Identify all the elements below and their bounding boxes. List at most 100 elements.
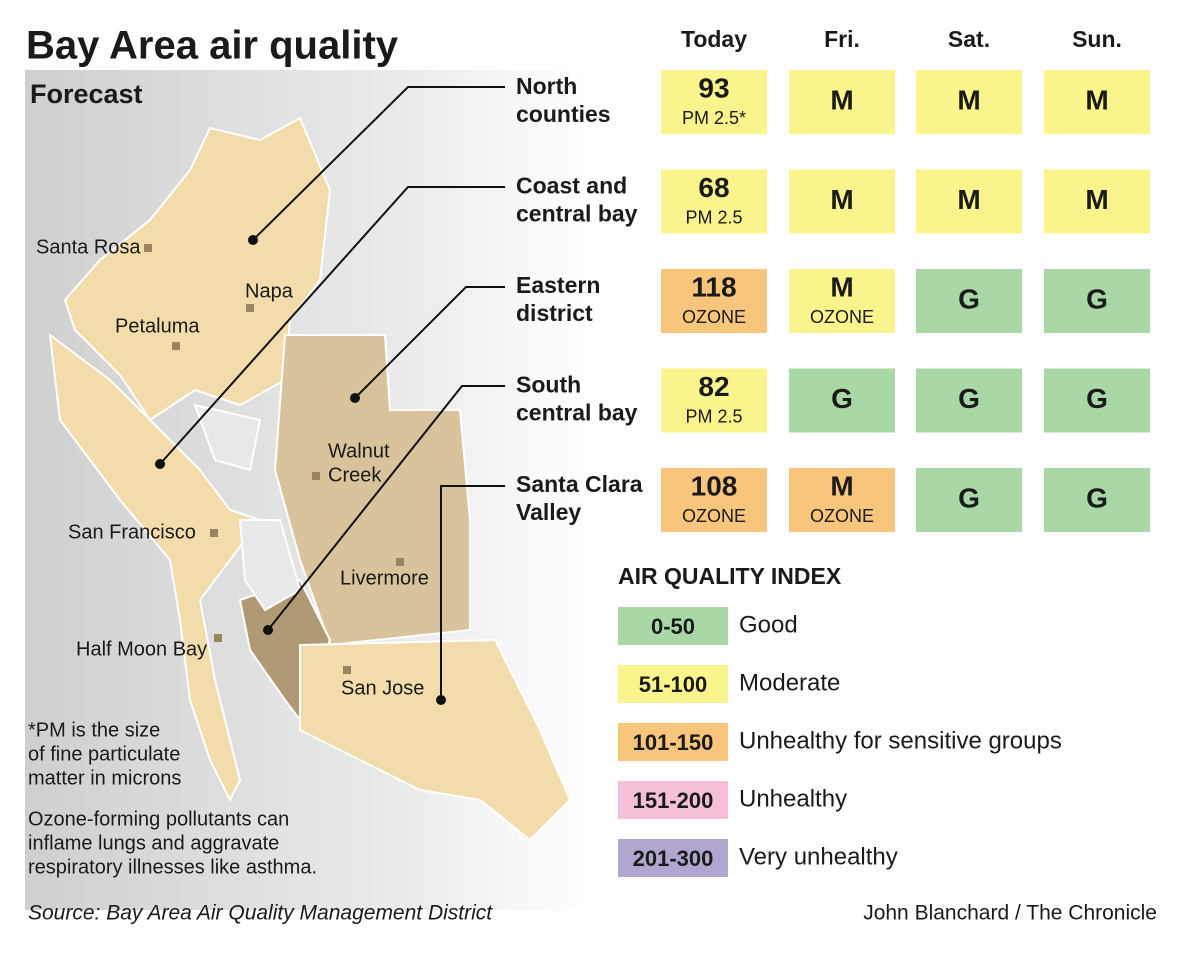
forecast-cell <box>1044 269 1150 333</box>
forecast-cell <box>661 269 767 333</box>
forecast-cell <box>661 169 767 234</box>
city-label: Creek <box>328 464 382 486</box>
cell-value: 68 <box>698 172 729 203</box>
footnote: inflame lungs and aggravate <box>28 832 279 854</box>
cell-note: OZONE <box>810 506 874 526</box>
forecast-cell <box>661 368 767 433</box>
legend-swatch <box>618 607 728 645</box>
city-label: San Francisco <box>68 521 196 543</box>
cell-value: 93 <box>698 72 729 103</box>
cell-value: G <box>1086 482 1108 513</box>
cell-value: 82 <box>698 371 729 402</box>
cell-note: OZONE <box>810 307 874 327</box>
leader-line <box>267 385 505 631</box>
legend-label: Moderate <box>739 669 840 696</box>
north-counties <box>63 116 332 422</box>
leader-line <box>354 286 505 399</box>
region-name: Santa Clara <box>516 471 643 497</box>
credit: John Blanchard / The Chronicle <box>863 902 1157 925</box>
bay-water <box>238 519 302 612</box>
city-label: Napa <box>245 280 294 302</box>
forecast-cell <box>916 169 1022 234</box>
legend-range: 101-150 <box>633 730 714 755</box>
region-name: central bay <box>516 400 638 426</box>
city-marker <box>172 342 180 350</box>
city-marker <box>210 529 218 537</box>
city-marker <box>396 558 404 566</box>
legend-title: AIR QUALITY INDEX <box>618 563 842 589</box>
forecast-cell <box>916 468 1022 532</box>
cell-value: M <box>1085 84 1108 115</box>
legend-label: Good <box>739 611 798 638</box>
forecast-cell <box>789 468 895 532</box>
footnote: Ozone-forming pollutants can <box>28 808 289 830</box>
legend-swatch <box>618 665 728 703</box>
region-name: central bay <box>516 201 638 227</box>
cell-value: M <box>830 184 853 215</box>
forecast-cell <box>789 169 895 234</box>
forecast-cell <box>789 368 895 433</box>
cell-value: 108 <box>691 470 738 501</box>
footnote: matter in microns <box>28 767 181 789</box>
forecast-cell <box>1044 70 1150 134</box>
region-dot <box>155 459 165 469</box>
region-dot <box>263 625 273 635</box>
city-label: Petaluma <box>115 315 200 337</box>
cell-value: G <box>958 383 980 414</box>
forecast-cell <box>661 70 767 134</box>
cell-value: 118 <box>691 271 736 302</box>
legend-label: Very unhealthy <box>739 843 898 870</box>
cell-value: M <box>957 84 980 115</box>
legend-label: Unhealthy <box>739 785 847 812</box>
cell-value: G <box>831 383 853 414</box>
cell-value: M <box>830 271 853 302</box>
eastern-district <box>273 334 471 647</box>
region-name: South <box>516 372 581 398</box>
region-name: counties <box>516 101 611 127</box>
legend-range: 201-300 <box>633 846 714 871</box>
subtitle: Forecast <box>30 79 143 109</box>
city-label: Half Moon Bay <box>76 638 207 660</box>
region-dot <box>350 393 360 403</box>
legend-range: 51-100 <box>639 672 708 697</box>
city-label: San Jose <box>341 677 424 699</box>
city-marker <box>343 666 351 674</box>
city-label: Walnut <box>328 440 390 462</box>
city-label: Santa Rosa <box>36 236 141 258</box>
leader-line <box>440 485 505 700</box>
city-marker <box>312 472 320 480</box>
cell-value: M <box>830 84 853 115</box>
map <box>48 116 572 842</box>
title: Bay Area air quality <box>26 24 399 68</box>
day-header: Fri. <box>824 26 860 52</box>
forecast-cell <box>1044 368 1150 433</box>
footnote: respiratory illnesses like asthma. <box>28 856 317 878</box>
forecast-cell <box>1044 169 1150 234</box>
day-header: Today <box>681 26 747 52</box>
forecast-cell <box>916 368 1022 433</box>
city-marker <box>214 634 222 642</box>
legend-range: 0-50 <box>651 614 695 639</box>
cell-value: G <box>958 482 980 513</box>
region-name: Coast and <box>516 173 627 199</box>
cell-value: G <box>958 283 980 314</box>
forecast-cell <box>916 269 1022 333</box>
day-header: Sat. <box>948 26 990 52</box>
leader-line <box>252 86 505 241</box>
region-dot <box>248 235 258 245</box>
region-name: Valley <box>516 499 581 525</box>
region-dot <box>436 695 446 705</box>
legend-swatch <box>618 781 728 819</box>
legend-swatch <box>618 839 728 877</box>
footnote: *PM is the size <box>28 719 160 741</box>
footnote: of fine particulate <box>28 743 180 765</box>
source: Source: Bay Area Air Quality Management … <box>28 902 493 925</box>
cell-note: OZONE <box>682 506 746 526</box>
city-marker <box>144 244 152 252</box>
bay-water <box>193 403 262 472</box>
cell-note: OZONE <box>682 307 746 327</box>
leader-line <box>159 186 505 465</box>
coast-central-bay <box>48 332 262 803</box>
santa-clara-valley <box>299 638 572 842</box>
cell-value: M <box>830 470 853 501</box>
